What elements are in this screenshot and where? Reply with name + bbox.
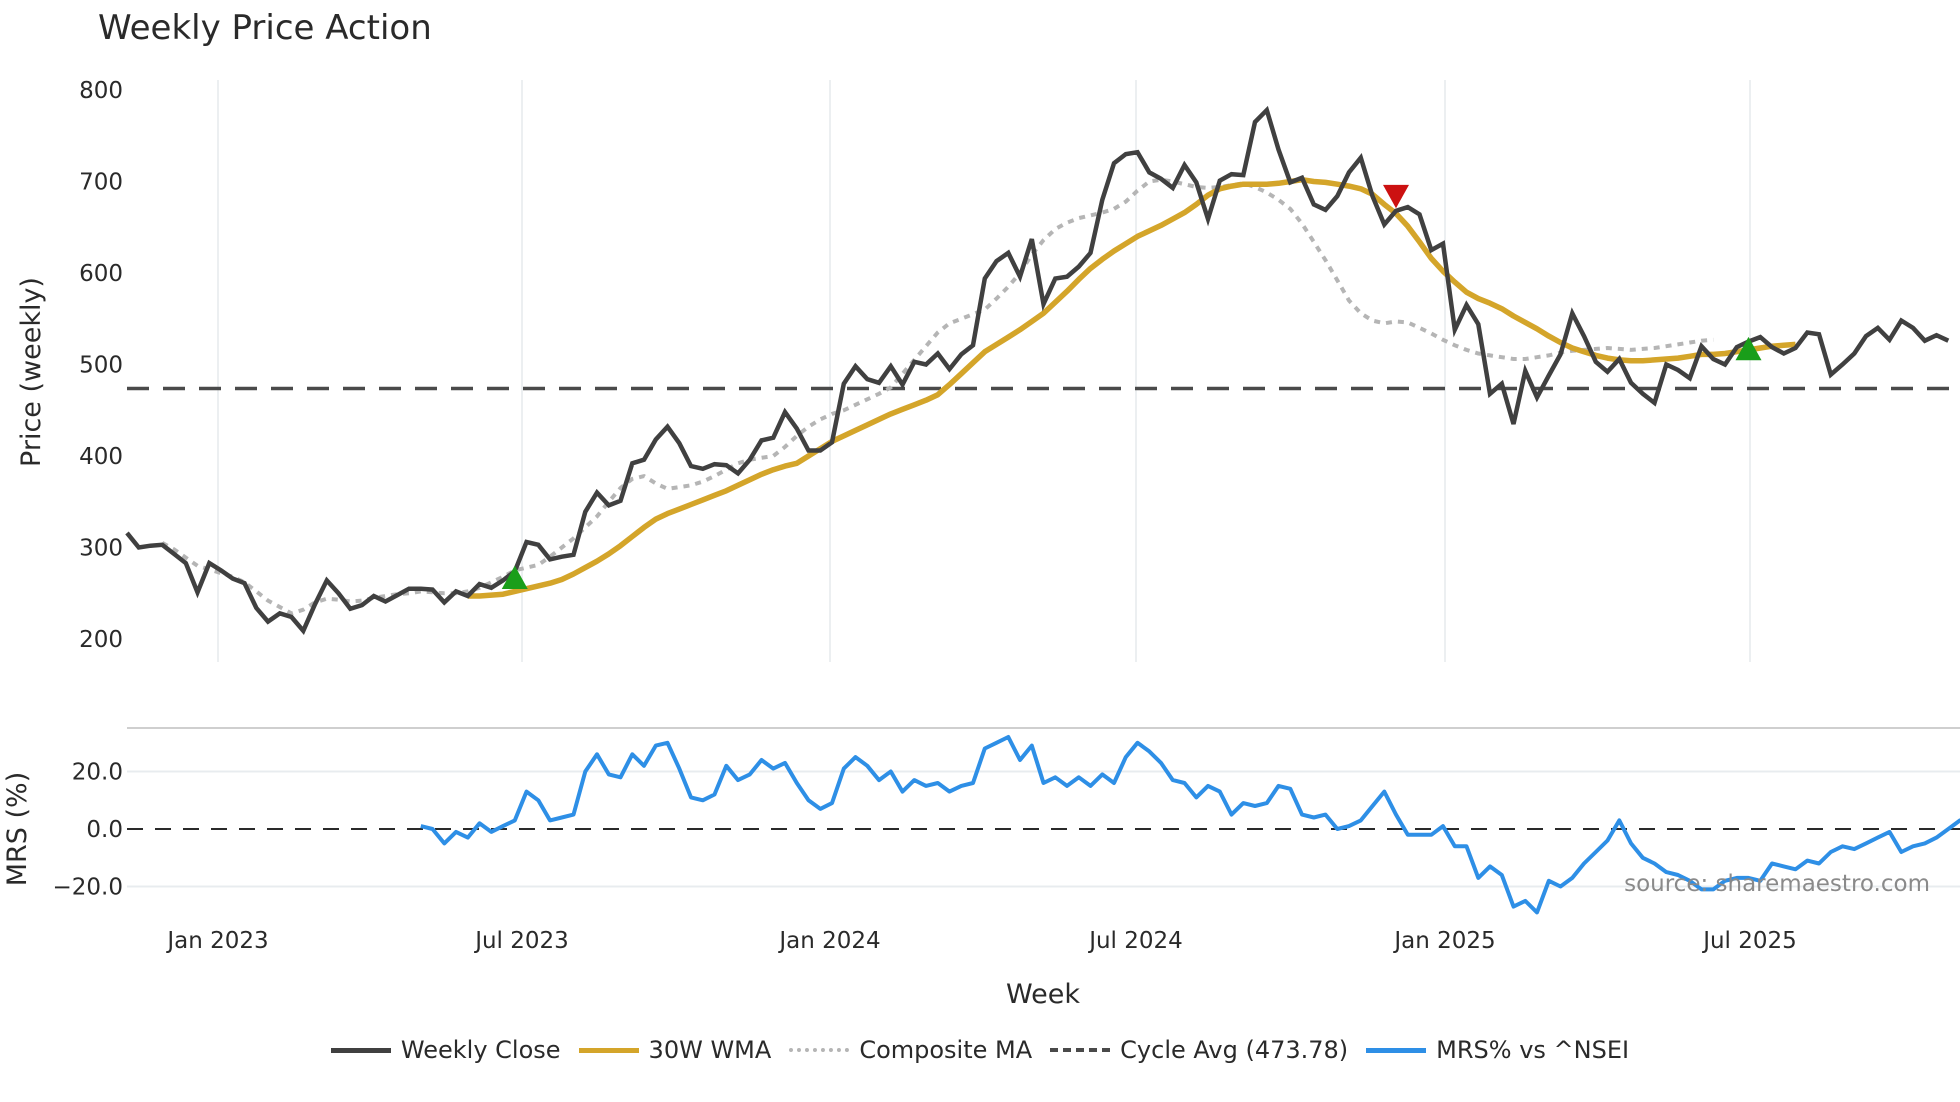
legend-label: Composite MA <box>859 1036 1033 1064</box>
x-tick-label: Jul 2024 <box>1087 928 1183 954</box>
cycle-avg-swatch-icon <box>1050 1048 1111 1052</box>
legend-label: Weekly Close <box>400 1036 561 1064</box>
price-y-axis-title: Price (weekly) <box>16 277 47 467</box>
x-axis: Jan 2023 Jul 2023 Jan 2024 Jul 2024 Jan 2025… <box>165 928 1796 954</box>
buy-signal-triangle-up-icon <box>1735 336 1762 361</box>
x-axis-title: Week <box>1006 979 1080 1010</box>
x-tick-label: Jul 2023 <box>473 928 569 954</box>
x-tick-label: Jan 2024 <box>777 928 880 954</box>
x-tick-label: Jul 2025 <box>1701 928 1797 954</box>
legend: Weekly Close 30W WMA Composite MA Cycle … <box>0 1036 1960 1064</box>
signal-markers <box>501 184 1762 590</box>
wma30-swatch-icon <box>578 1047 639 1053</box>
x-tick-label: Jan 2023 <box>165 928 268 954</box>
buy-signal-triangle-up-icon <box>501 565 528 590</box>
mrs-tick-label: 0.0 <box>86 817 123 843</box>
legend-item-composite-ma[interactable]: Composite MA <box>789 1036 1032 1064</box>
mrs-tick-label: −20.0 <box>53 875 123 901</box>
legend-item-mrs[interactable]: MRS% vs ^NSEI <box>1366 1036 1629 1064</box>
price-tick-label: 800 <box>79 78 123 104</box>
mrs-y-axis-title: MRS (%) <box>2 772 33 887</box>
mrs-swatch-icon <box>1366 1047 1427 1053</box>
wma30-line <box>467 176 1796 599</box>
legend-item-weekly-close[interactable]: Weekly Close <box>330 1036 561 1064</box>
chart-title: Weekly Price Action <box>98 8 432 48</box>
legend-label: Cycle Avg (473.78) <box>1120 1036 1349 1064</box>
legend-label: 30W WMA <box>648 1036 772 1064</box>
mrs-line <box>420 735 1960 915</box>
price-tick-label: 500 <box>79 353 123 379</box>
legend-item-wma30[interactable]: 30W WMA <box>578 1036 772 1064</box>
legend-label: MRS% vs ^NSEI <box>1436 1036 1630 1064</box>
price-tick-label: 300 <box>79 536 123 562</box>
mrs-grid <box>127 770 1960 888</box>
price-tick-label: 600 <box>79 261 123 287</box>
price-tick-label: 700 <box>79 170 123 196</box>
price-tick-label: 400 <box>79 444 123 470</box>
sell-signal-triangle-down-icon <box>1383 184 1409 209</box>
composite-ma-line <box>161 177 1714 616</box>
price-tick-label: 200 <box>79 627 123 653</box>
x-tick-label: Jan 2025 <box>1392 928 1495 954</box>
weekly-close-swatch-icon <box>330 1047 391 1053</box>
weekly-close-line <box>125 105 1950 635</box>
source-label: source: sharemaestro.com <box>1624 871 1930 897</box>
mrs-y-axis: 20.0 0.0 −20.0 <box>53 760 123 901</box>
price-y-axis: 800 700 600 500 400 300 200 <box>79 78 123 653</box>
composite-ma-swatch-icon <box>789 1048 850 1052</box>
price-grid <box>217 80 1751 662</box>
legend-item-cycle-avg[interactable]: Cycle Avg (473.78) <box>1050 1036 1348 1064</box>
mrs-tick-label: 20.0 <box>72 760 123 786</box>
